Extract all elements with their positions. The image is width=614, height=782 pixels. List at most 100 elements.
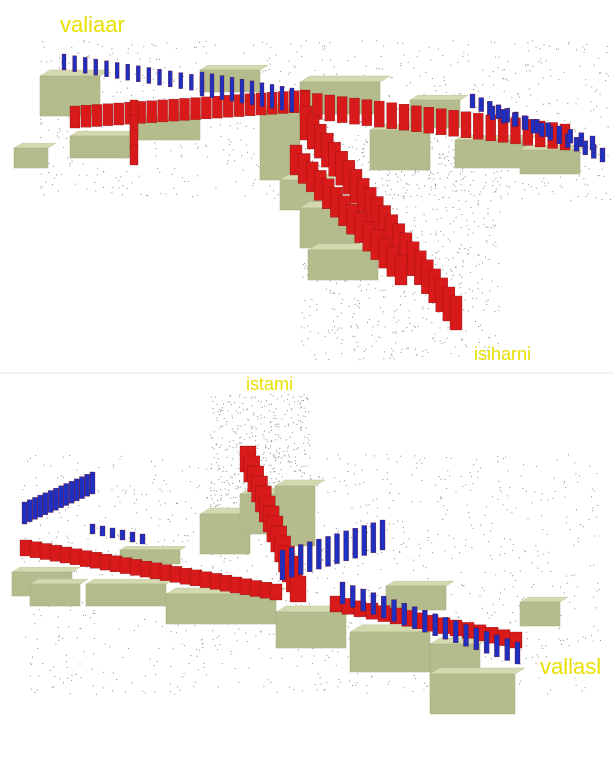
- point: [538, 83, 539, 85]
- point: [585, 84, 587, 86]
- point: [29, 522, 31, 524]
- point: [595, 197, 597, 199]
- point: [506, 185, 508, 187]
- point: [218, 635, 220, 637]
- point: [58, 67, 60, 69]
- point: [35, 455, 37, 457]
- point: [592, 510, 594, 512]
- point: [503, 90, 505, 92]
- point: [309, 475, 311, 477]
- point: [502, 69, 504, 71]
- point: [334, 563, 336, 565]
- point: [412, 230, 413, 232]
- point: [235, 431, 236, 433]
- blue-bar: [360, 588, 366, 612]
- point: [226, 571, 228, 573]
- point: [483, 534, 485, 535]
- point: [226, 163, 228, 165]
- point: [403, 195, 405, 197]
- point: [439, 154, 441, 156]
- point: [378, 588, 380, 590]
- point: [312, 648, 314, 650]
- point: [265, 400, 267, 402]
- point: [281, 395, 283, 397]
- point: [438, 312, 439, 314]
- point: [606, 52, 608, 53]
- point: [427, 539, 429, 541]
- point: [274, 456, 276, 458]
- point: [196, 648, 198, 650]
- point: [465, 292, 467, 294]
- point: [435, 231, 437, 233]
- point: [280, 468, 282, 470]
- point: [95, 549, 97, 551]
- point: [437, 140, 439, 142]
- point: [371, 345, 373, 347]
- point: [365, 454, 367, 456]
- point: [364, 350, 365, 352]
- point: [199, 485, 200, 487]
- point: [89, 57, 91, 59]
- point: [408, 538, 410, 540]
- building-roof: [69, 130, 139, 137]
- point: [425, 294, 427, 296]
- point: [144, 619, 146, 620]
- point: [459, 208, 461, 210]
- point: [275, 425, 277, 427]
- point: [451, 557, 453, 559]
- point: [442, 269, 444, 271]
- point: [58, 639, 60, 641]
- point: [264, 405, 266, 407]
- point: [48, 605, 50, 607]
- point: [175, 632, 177, 634]
- point: [169, 683, 171, 685]
- point: [499, 554, 501, 556]
- point: [118, 187, 120, 189]
- point: [568, 41, 570, 43]
- point: [223, 466, 225, 468]
- building-roof: [11, 566, 81, 573]
- point: [464, 190, 466, 192]
- point: [297, 400, 299, 402]
- point: [146, 509, 147, 511]
- point: [588, 518, 590, 520]
- point: [408, 184, 410, 186]
- point: [521, 598, 523, 600]
- point: [210, 504, 212, 506]
- point: [281, 457, 283, 459]
- point: [573, 544, 575, 546]
- point: [434, 194, 436, 196]
- point: [139, 58, 141, 60]
- point: [314, 354, 316, 356]
- red-bar: [361, 99, 373, 126]
- point: [187, 181, 189, 182]
- point: [561, 668, 563, 670]
- point: [383, 351, 385, 353]
- building: [307, 249, 379, 281]
- point: [482, 69, 484, 71]
- point: [105, 517, 106, 518]
- point: [400, 351, 402, 353]
- point: [394, 558, 395, 560]
- point: [258, 400, 260, 402]
- point: [601, 199, 603, 201]
- point: [478, 112, 480, 114]
- blue-bar: [37, 494, 43, 518]
- point: [579, 170, 581, 172]
- point: [207, 497, 209, 499]
- point: [190, 655, 192, 657]
- blue-bar: [573, 137, 580, 152]
- point: [255, 435, 257, 437]
- point: [504, 570, 506, 572]
- point: [523, 464, 524, 466]
- point: [375, 340, 377, 342]
- point: [383, 296, 384, 298]
- point: [367, 141, 368, 143]
- point: [594, 535, 596, 537]
- point: [35, 477, 37, 479]
- point: [58, 137, 60, 139]
- point: [90, 617, 92, 619]
- point: [360, 290, 362, 292]
- point: [507, 170, 509, 172]
- point: [69, 693, 71, 694]
